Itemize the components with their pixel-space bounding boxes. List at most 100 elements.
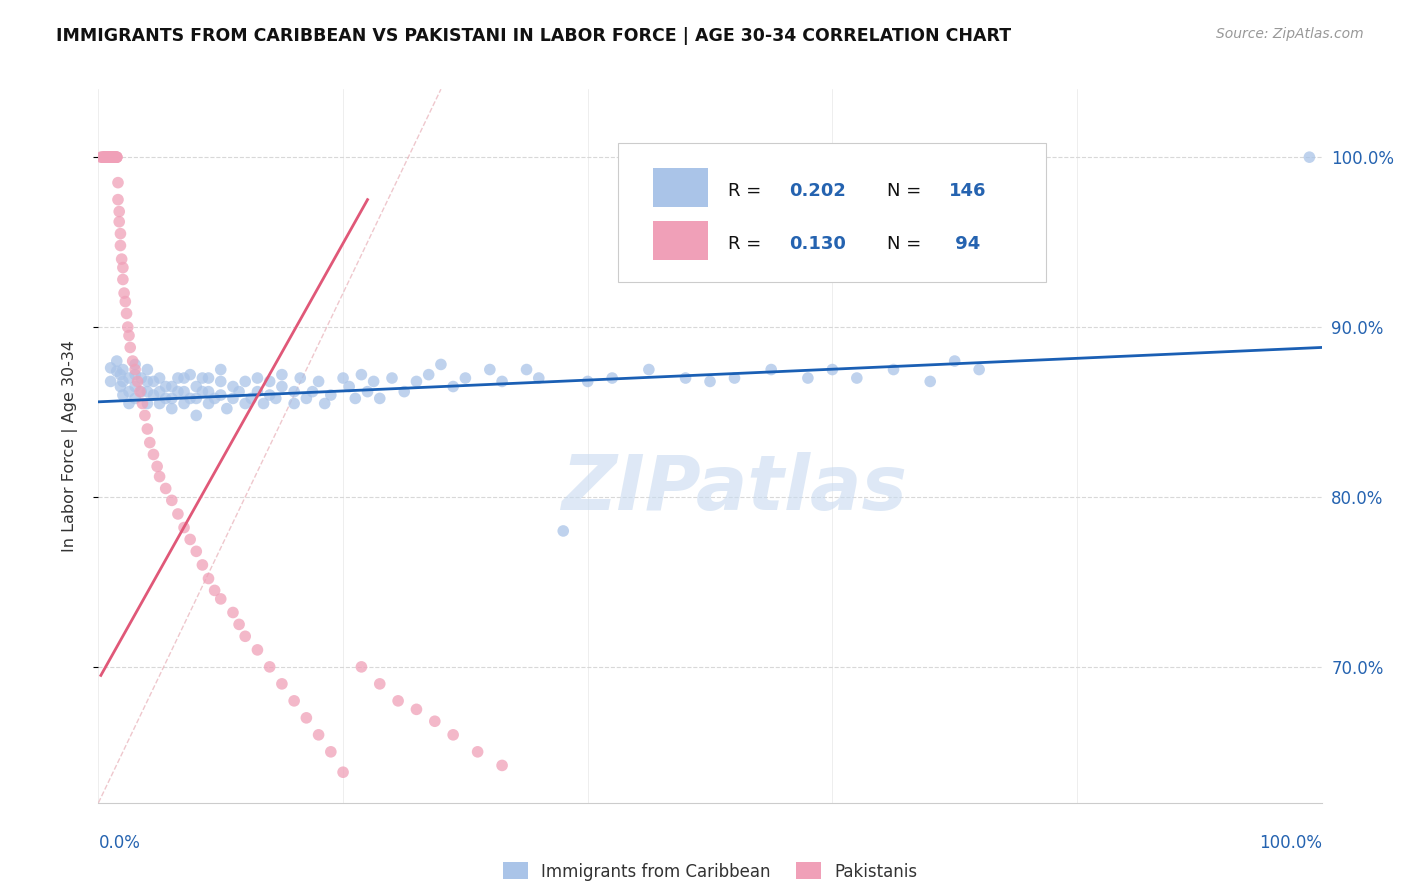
Point [197, 384, 219, 399]
Point [114, 294, 136, 309]
Text: 0.202: 0.202 [790, 182, 846, 200]
Point [186, 379, 208, 393]
Point [797, 371, 820, 385]
Point [160, 392, 183, 406]
Point [104, 150, 127, 164]
Point [270, 677, 294, 691]
Text: 146: 146 [949, 182, 986, 200]
Point [129, 384, 152, 399]
Point [93, 150, 115, 164]
Point [160, 379, 183, 393]
Text: IMMIGRANTS FROM CARIBBEAN VS PAKISTANI IN LABOR FORCE | AGE 30-34 CORRELATION CH: IMMIGRANTS FROM CARIBBEAN VS PAKISTANI I… [56, 27, 1011, 45]
Point [363, 375, 385, 389]
Point [270, 368, 294, 382]
Point [392, 384, 416, 399]
Point [405, 702, 427, 716]
Point [332, 765, 354, 780]
Point [845, 371, 868, 385]
Point [173, 384, 195, 399]
Point [209, 375, 232, 389]
Point [160, 493, 183, 508]
Point [98, 150, 121, 164]
Point [155, 379, 177, 393]
Point [101, 150, 124, 164]
Point [350, 368, 373, 382]
Point [204, 583, 226, 598]
Point [527, 371, 550, 385]
Point [146, 459, 169, 474]
Point [96, 150, 118, 164]
Point [96, 150, 118, 164]
Point [101, 150, 124, 164]
Text: N =: N = [887, 235, 928, 253]
Point [209, 591, 232, 606]
Point [129, 371, 152, 385]
Point [553, 524, 575, 538]
Text: Source: ZipAtlas.com: Source: ZipAtlas.com [1216, 27, 1364, 41]
Point [204, 392, 226, 406]
Point [118, 384, 141, 399]
Point [149, 469, 172, 483]
Point [179, 368, 201, 382]
Point [110, 368, 132, 382]
Text: R =: R = [728, 182, 768, 200]
Point [91, 150, 114, 164]
Point [100, 375, 122, 389]
Point [136, 396, 159, 410]
Point [101, 150, 124, 164]
Point [105, 150, 128, 164]
Point [155, 392, 177, 406]
Point [94, 150, 117, 164]
Point [186, 544, 208, 558]
Point [96, 150, 118, 164]
Point [91, 150, 114, 164]
Point [110, 379, 132, 393]
Point [943, 354, 966, 368]
Point [441, 379, 464, 393]
Point [124, 362, 146, 376]
Point [173, 396, 195, 410]
Point [270, 379, 294, 393]
Point [105, 150, 128, 164]
Point [100, 360, 122, 375]
Point [418, 368, 440, 382]
Point [423, 714, 446, 729]
Point [108, 204, 131, 219]
Point [283, 694, 305, 708]
Point [215, 401, 238, 416]
Point [97, 150, 120, 164]
Point [129, 384, 152, 399]
Point [160, 401, 183, 416]
Text: 94: 94 [949, 235, 980, 253]
Point [124, 368, 146, 382]
Point [368, 392, 391, 406]
Point [350, 660, 373, 674]
Point [209, 362, 232, 376]
Point [91, 150, 114, 164]
Point [98, 150, 121, 164]
Point [136, 362, 159, 376]
Point [101, 150, 124, 164]
Point [105, 364, 128, 378]
Text: 0.0%: 0.0% [98, 834, 141, 852]
Point [441, 728, 464, 742]
Point [155, 482, 177, 496]
Point [967, 362, 990, 376]
Point [883, 362, 905, 376]
Point [142, 448, 165, 462]
Point [118, 396, 141, 410]
Point [723, 371, 745, 385]
Point [97, 150, 120, 164]
Point [259, 388, 281, 402]
Point [675, 371, 697, 385]
Point [467, 745, 489, 759]
Point [97, 150, 120, 164]
Point [110, 238, 132, 252]
Point [108, 215, 131, 229]
Point [142, 388, 165, 402]
Point [228, 617, 250, 632]
Point [197, 572, 219, 586]
Point [240, 392, 263, 406]
Point [96, 150, 118, 164]
Text: 100.0%: 100.0% [1258, 834, 1322, 852]
